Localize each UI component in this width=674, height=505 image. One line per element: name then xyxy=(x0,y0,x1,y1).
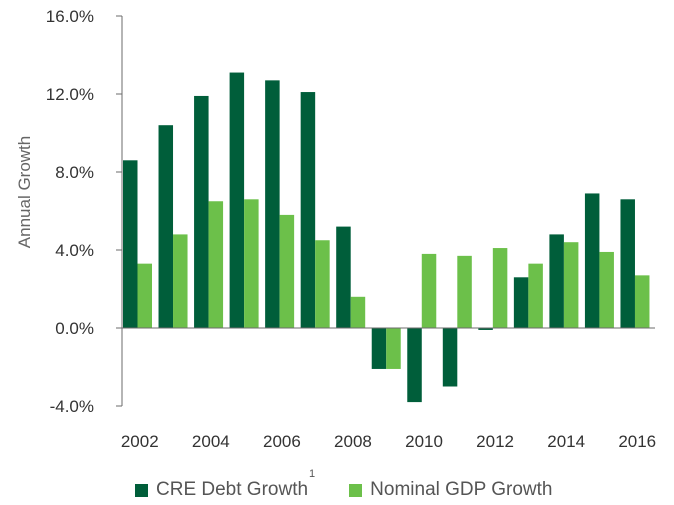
bar-cre-2009 xyxy=(371,328,387,369)
bar-gdp-2002 xyxy=(137,263,152,328)
bar-gdp-2011 xyxy=(457,255,472,328)
x-tick-label: 2012 xyxy=(476,432,514,451)
bar-gdp-2010 xyxy=(421,253,437,328)
legend-label-cre: CRE Debt Growth xyxy=(156,479,309,500)
bar-cre-2015 xyxy=(584,193,600,328)
x-tick-label: 2008 xyxy=(334,432,372,451)
x-ticks-group: 2002 2004 2006 2008 2010 2012 2014 2016 xyxy=(121,432,656,451)
x-tick-label: 2002 xyxy=(121,432,159,451)
bar-gdp-2016 xyxy=(634,275,650,328)
bar-gdp-2015 xyxy=(599,251,614,328)
bar-cre-2011 xyxy=(442,328,458,387)
x-tick-label: 2010 xyxy=(405,432,443,451)
x-tick-label: 2004 xyxy=(192,432,230,451)
bar-gdp-2006 xyxy=(279,214,295,328)
legend-swatch-gdp xyxy=(349,483,363,497)
legend-swatch-cre xyxy=(135,483,148,497)
legend-item-gdp: Nominal GDP Growth xyxy=(349,479,553,501)
bar-gdp-2007 xyxy=(315,240,330,328)
x-tick-label: 2014 xyxy=(547,432,585,451)
bar-cre-2007 xyxy=(300,92,316,328)
y-tick-label: 12.0% xyxy=(46,85,94,104)
bar-cre-2003 xyxy=(158,125,174,328)
bar-gdp-2003 xyxy=(173,234,188,328)
bar-cre-2008 xyxy=(336,226,351,328)
bar-gdp-2009 xyxy=(386,328,401,369)
y-tick-label: -4.0% xyxy=(50,397,94,416)
y-tick-label: 8.0% xyxy=(55,163,94,182)
bar-cre-2013 xyxy=(513,277,529,328)
bar-gdp-2008 xyxy=(350,296,366,328)
bar-cre-2016 xyxy=(620,199,635,328)
chart: Annual Growth -4.0% 0.0% 4.0% 8.0% 12.0% 16.0… xyxy=(15,7,656,451)
bar-cre-2002 xyxy=(123,160,138,328)
bar-cre-2004 xyxy=(194,95,209,328)
bar-cre-2014 xyxy=(549,234,564,328)
x-tick-label: 2006 xyxy=(263,432,301,451)
bars-group xyxy=(123,72,650,403)
bar-cre-2005 xyxy=(229,72,245,328)
bar-gdp-2013 xyxy=(528,263,543,328)
bar-cre-2012 xyxy=(478,328,493,330)
legend-item-cre: CRE Debt Growth 1 xyxy=(135,468,315,501)
bar-cre-2010 xyxy=(407,328,422,403)
legend-footnote-cre: 1 xyxy=(309,468,316,480)
bar-gdp-2014 xyxy=(563,242,579,328)
bar-gdp-2012 xyxy=(492,248,508,328)
bar-gdp-2004 xyxy=(208,201,224,328)
bar-gdp-2005 xyxy=(244,199,259,328)
legend-label-gdp: Nominal GDP Growth xyxy=(370,479,553,500)
legend: CRE Debt Growth 1 Nominal GDP Growth xyxy=(135,468,587,503)
y-ticks-group: -4.0% 0.0% 4.0% 8.0% 12.0% 16.0% xyxy=(46,7,122,416)
x-tick-label: 2016 xyxy=(618,432,656,451)
y-tick-label: 4.0% xyxy=(55,241,94,260)
y-axis-label: Annual Growth xyxy=(15,136,34,248)
y-tick-label: 16.0% xyxy=(46,7,94,26)
y-tick-label: 0.0% xyxy=(55,319,94,338)
bar-cre-2006 xyxy=(265,80,280,328)
